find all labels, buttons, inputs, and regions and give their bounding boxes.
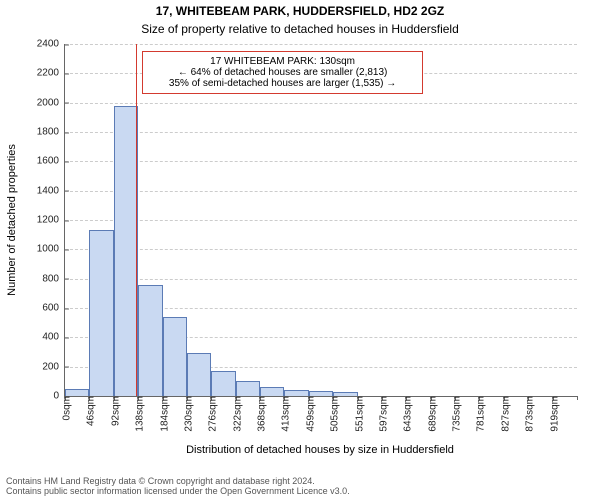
- gridline: [65, 132, 577, 133]
- x-tick-label: 781sqm: [472, 396, 487, 432]
- x-tick-label: 735sqm: [448, 396, 463, 432]
- gridline: [65, 220, 577, 221]
- x-tick-label: 643sqm: [399, 396, 414, 432]
- footer-attribution: Contains HM Land Registry data © Crown c…: [0, 472, 356, 500]
- x-tick-label: 184sqm: [155, 396, 170, 432]
- histogram-bar: [163, 317, 187, 396]
- histogram-bar: [211, 371, 235, 396]
- annotation-line: 17 WHITEBEAM PARK: 130sqm: [147, 56, 419, 67]
- x-tick-label: 0sqm: [58, 396, 73, 420]
- histogram-bar: [138, 285, 162, 396]
- x-tick-label: 46sqm: [82, 396, 97, 426]
- plot-area: 0200400600800100012001400160018002000220…: [64, 44, 577, 397]
- histogram-bar: [236, 381, 260, 396]
- y-tick-label: 400: [42, 332, 65, 343]
- property-marker-line: [136, 44, 137, 396]
- y-tick-label: 1600: [37, 156, 65, 167]
- x-tick-label: 138sqm: [131, 396, 146, 432]
- histogram-bar: [89, 230, 113, 396]
- histogram-bar: [114, 106, 138, 396]
- y-tick-label: 600: [42, 303, 65, 314]
- histogram-bar: [260, 387, 284, 396]
- gridline: [65, 191, 577, 192]
- x-tick-label: 92sqm: [106, 396, 121, 426]
- x-tick-label: 827sqm: [496, 396, 511, 432]
- x-tick-label: 413sqm: [277, 396, 292, 432]
- y-tick-label: 1400: [37, 185, 65, 196]
- gridline: [65, 249, 577, 250]
- histogram-bar: [65, 389, 89, 396]
- chart-container: 17, WHITEBEAM PARK, HUDDERSFIELD, HD2 2G…: [0, 0, 600, 500]
- y-tick-label: 2200: [37, 68, 65, 79]
- histogram-bar: [187, 353, 211, 396]
- x-tick-label: 322sqm: [228, 396, 243, 432]
- y-tick-label: 1800: [37, 127, 65, 138]
- x-tick-label: 919sqm: [545, 396, 560, 432]
- gridline: [65, 103, 577, 104]
- gridline: [65, 161, 577, 162]
- y-tick-label: 800: [42, 273, 65, 284]
- x-tick-label: 597sqm: [374, 396, 389, 432]
- footer-line-1: Contains HM Land Registry data © Crown c…: [6, 476, 350, 486]
- y-tick-label: 2000: [37, 97, 65, 108]
- x-tick-label: 873sqm: [521, 396, 536, 432]
- annotation-line: 35% of semi-detached houses are larger (…: [147, 78, 419, 89]
- chart-title-subtitle: Size of property relative to detached ho…: [0, 22, 600, 36]
- footer-line-2: Contains public sector information licen…: [6, 486, 350, 496]
- x-tick-mark: [577, 396, 578, 400]
- y-tick-label: 1200: [37, 215, 65, 226]
- x-tick-label: 276sqm: [204, 396, 219, 432]
- x-tick-label: 505sqm: [326, 396, 341, 432]
- annotation-line: ← 64% of detached houses are smaller (2,…: [147, 67, 419, 78]
- x-tick-label: 368sqm: [253, 396, 268, 432]
- gridline: [65, 279, 577, 280]
- x-tick-label: 230sqm: [179, 396, 194, 432]
- x-axis-label: Distribution of detached houses by size …: [64, 444, 576, 456]
- x-tick-label: 459sqm: [301, 396, 316, 432]
- y-tick-label: 200: [42, 361, 65, 372]
- x-tick-label: 689sqm: [423, 396, 438, 432]
- y-tick-label: 1000: [37, 244, 65, 255]
- y-tick-label: 2400: [37, 39, 65, 50]
- chart-title-address: 17, WHITEBEAM PARK, HUDDERSFIELD, HD2 2G…: [0, 4, 600, 18]
- y-axis-label: Number of detached properties: [6, 44, 18, 396]
- gridline: [65, 44, 577, 45]
- x-tick-label: 551sqm: [350, 396, 365, 432]
- annotation-box: 17 WHITEBEAM PARK: 130sqm← 64% of detach…: [142, 51, 424, 94]
